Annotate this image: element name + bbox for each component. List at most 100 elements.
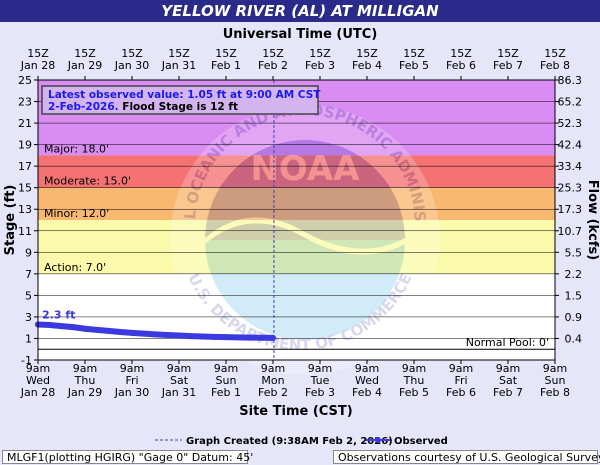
y-tick-label: -1 — [21, 354, 32, 367]
x-top-tick-label: 15Z — [356, 47, 378, 60]
x-top-tick-label: 15Z — [27, 47, 49, 60]
x-top-tick-label: 15Z — [403, 47, 425, 60]
x-tick-label: Sat — [499, 374, 518, 387]
x-tick-label: Wed — [355, 374, 379, 387]
observed-point — [93, 326, 100, 333]
y-tick-label: 3 — [25, 311, 32, 324]
top-axis-title: Universal Time (UTC) — [223, 27, 378, 42]
observed-point — [199, 333, 206, 340]
x-top-tick-label: 15Z — [262, 47, 284, 60]
bottom-axis-title: Site Time (CST) — [239, 404, 352, 419]
x-tick-label: Sun — [545, 374, 566, 387]
y-tick-label: 15 — [18, 182, 32, 195]
x-tick-label: Feb 5 — [399, 386, 429, 399]
threshold-label: Minor: 12.0' — [44, 207, 109, 220]
info-box-flood-stage: Flood Stage is 12 ft — [119, 101, 238, 113]
flow-tick-label: 0.4 — [565, 332, 583, 345]
y-tick-label: 23 — [18, 96, 32, 109]
plot-frame — [37, 79, 556, 361]
y-tick-label: 11 — [18, 225, 32, 238]
x-tick-label: 9am — [261, 362, 285, 375]
x-tick-label: Feb 2 — [258, 386, 288, 399]
observed-point — [105, 327, 112, 334]
x-tick-label: 9am — [402, 362, 426, 375]
x-top-tick-label: Feb 4 — [352, 59, 382, 72]
y-tick-label: 21 — [18, 117, 32, 130]
observed-point — [176, 332, 182, 339]
x-tick-label: Jan 29 — [67, 386, 102, 399]
x-tick-label: 9am — [449, 362, 473, 375]
info-box-line2: 2-Feb-2026. Flood Stage is 12 ft — [48, 101, 238, 113]
x-tick-label: 9am — [496, 362, 520, 375]
watermark-sea — [205, 240, 405, 340]
x-tick-label: 9am — [167, 362, 191, 375]
x-tick-label: 9am — [214, 362, 238, 375]
x-tick-label: Fri — [125, 374, 138, 387]
x-tick-label: 9am — [543, 362, 567, 375]
observed-point — [234, 334, 241, 341]
observed-point — [187, 333, 194, 340]
x-tick-label: 9am — [355, 362, 379, 375]
x-top-tick-label: Feb 7 — [493, 59, 523, 72]
observed-point — [223, 334, 229, 341]
x-top-tick-label: Feb 2 — [258, 59, 288, 72]
x-top-tick-label: Feb 8 — [540, 59, 570, 72]
watermark-center-text: NOAA — [250, 149, 360, 189]
watermark-sky — [205, 140, 405, 240]
observed-point — [164, 332, 171, 339]
footer-datum: MLGF1(plotting HGIRG) "Gage 0" Datum: 45… — [2, 450, 253, 464]
x-top-tick-label: 15Z — [121, 47, 143, 60]
x-top-tick-label: Jan 29 — [67, 59, 102, 72]
watermark-ring — [170, 105, 440, 375]
flow-tick-label: 86.3 — [558, 74, 583, 87]
info-box-date: 2-Feb-2026. — [48, 101, 119, 113]
x-top-tick-label: 15Z — [309, 47, 331, 60]
right-axis-title: Flow (kcfs) — [585, 180, 600, 260]
threshold-label: Major: 18.0' — [44, 142, 109, 155]
x-tick-label: Jan 28 — [20, 386, 55, 399]
left-axis-title: Stage (ft) — [3, 185, 18, 256]
x-tick-label: 9am — [73, 362, 97, 375]
x-tick-label: Feb 4 — [352, 386, 382, 399]
y-tick-label: 13 — [18, 203, 32, 216]
x-tick-label: Sat — [170, 374, 189, 387]
observed-point — [140, 330, 147, 337]
observed-point — [129, 329, 135, 336]
flood-band-major — [38, 155, 555, 188]
chart-title: YELLOW RIVER (AL) AT MILLIGAN — [0, 0, 600, 22]
x-tick-label: Thu — [74, 374, 96, 387]
flow-tick-label: 42.4 — [558, 139, 583, 152]
x-top-tick-label: Jan 28 — [20, 59, 55, 72]
threshold-label: Action: 7.0' — [44, 261, 106, 274]
x-tick-label: Mon — [261, 374, 284, 387]
x-top-tick-label: Feb 3 — [305, 59, 335, 72]
x-tick-label: Thu — [403, 374, 425, 387]
x-top-tick-label: 15Z — [74, 47, 96, 60]
flow-tick-label: 10.7 — [558, 225, 583, 238]
watermark-bird — [205, 217, 405, 255]
flow-tick-label: 33.4 — [558, 160, 583, 173]
peak-label: 2.3 ft — [42, 308, 75, 321]
threshold-label: Normal Pool: 0' — [466, 336, 549, 349]
y-tick-label: 7 — [25, 268, 32, 281]
observed-point — [117, 329, 124, 335]
footer-source: Observations courtesy of U.S. Geological… — [333, 450, 600, 464]
x-tick-label: 9am — [120, 362, 144, 375]
legend-observed: Observed — [394, 436, 448, 447]
x-tick-label: Jan 30 — [114, 386, 149, 399]
y-tick-label: 19 — [18, 139, 32, 152]
y-tick-label: 5 — [25, 289, 32, 302]
legend-graph-created: Graph Created (9:38AM Feb 2, 2026) — [186, 436, 393, 447]
x-tick-label: Wed — [26, 374, 50, 387]
flow-tick-label: 17.3 — [558, 203, 583, 216]
x-top-tick-label: 15Z — [215, 47, 237, 60]
x-tick-label: Feb 3 — [305, 386, 335, 399]
observed-point — [70, 324, 77, 331]
flood-band-moderate — [38, 187, 555, 220]
info-box-frame — [41, 85, 319, 115]
x-tick-label: 9am — [308, 362, 332, 375]
x-top-tick-label: 15Z — [168, 47, 190, 60]
y-tick-label: 1 — [25, 332, 32, 345]
